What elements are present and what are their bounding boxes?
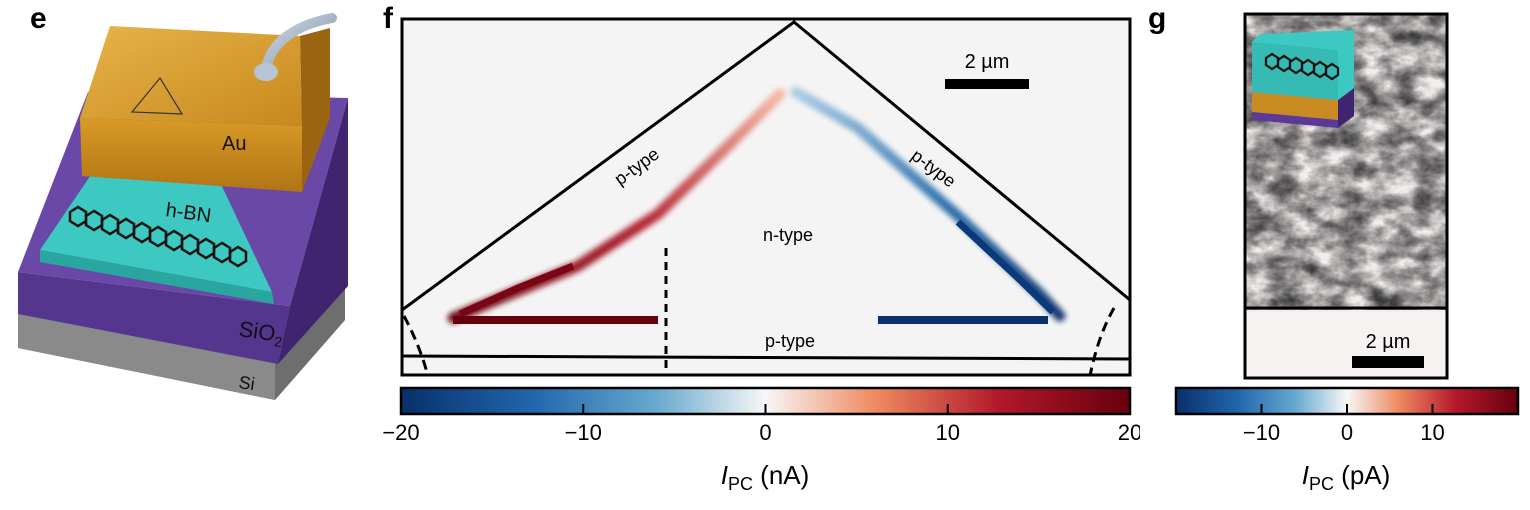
gold-electrode bbox=[80, 26, 330, 192]
panel-label-g: g bbox=[1148, 2, 1167, 35]
scalebar-g bbox=[1352, 356, 1424, 368]
region-label-n-center: n-type bbox=[763, 225, 813, 245]
inset-device-icon bbox=[1252, 30, 1354, 128]
colorbar-g-tick-label: −10 bbox=[1243, 420, 1280, 445]
colorbar-f-label: IPC (nA) bbox=[721, 460, 810, 494]
photocurrent-map-f: 2 µm p-type p-type n-type p-type bbox=[400, 17, 1132, 377]
colorbar-f-tick-label: 20 bbox=[1118, 420, 1140, 445]
panel-label-e: e bbox=[30, 2, 47, 35]
device-schematic: Au h-BN SiO2 Si bbox=[18, 13, 348, 400]
scalebar-f bbox=[945, 79, 1029, 89]
colorbar-f-tick-label: −20 bbox=[382, 420, 419, 445]
bond-wire-icon bbox=[254, 13, 337, 81]
colorbar-f-tick-label: 0 bbox=[759, 420, 771, 445]
colorbar-f-ticks: −20 −10 0 10 20 bbox=[382, 404, 1140, 445]
scalebar-label-g: 2 µm bbox=[1366, 331, 1411, 353]
panel-label-f: f bbox=[383, 2, 393, 35]
colorbar-g-label: IPC (pA) bbox=[1302, 460, 1391, 494]
colorbar-g-tick-label: 10 bbox=[1420, 420, 1444, 445]
colorbar-g-ticks: −10 0 10 bbox=[1243, 404, 1445, 445]
colorbar-f: −20 −10 0 10 20 IPC (nA) bbox=[382, 386, 1140, 494]
colorbar-f-tick-label: 10 bbox=[936, 420, 960, 445]
graphene-ribbon-icon bbox=[68, 205, 248, 268]
label-sio2: SiO2 bbox=[237, 316, 285, 350]
colorbar-g-tick-label: 0 bbox=[1341, 420, 1353, 445]
colorbar-f-tick-label: −10 bbox=[565, 420, 602, 445]
region-label-p-bottom: p-type bbox=[765, 331, 815, 351]
colorbar-g: −10 0 10 IPC (pA) bbox=[1174, 386, 1520, 494]
scalebar-label-f: 2 µm bbox=[965, 51, 1010, 73]
label-si: Si bbox=[237, 372, 256, 394]
photocurrent-map-g: 2 µm bbox=[1243, 12, 1449, 380]
label-au: Au bbox=[222, 133, 246, 155]
